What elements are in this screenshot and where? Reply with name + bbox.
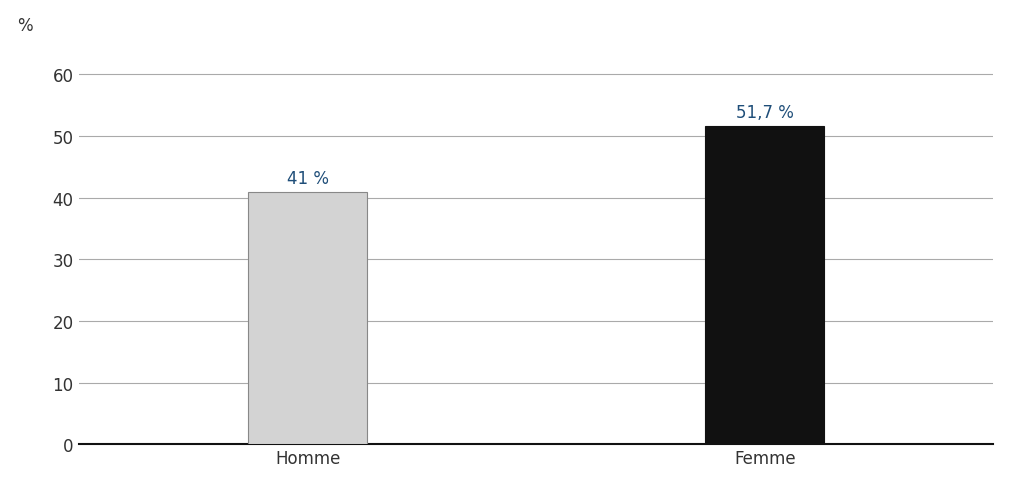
Bar: [705, 126, 824, 444]
Text: 51,7 %: 51,7 %: [736, 104, 794, 121]
Text: 41 %: 41 %: [287, 169, 328, 187]
Bar: [248, 192, 367, 444]
Text: %: %: [17, 16, 32, 34]
